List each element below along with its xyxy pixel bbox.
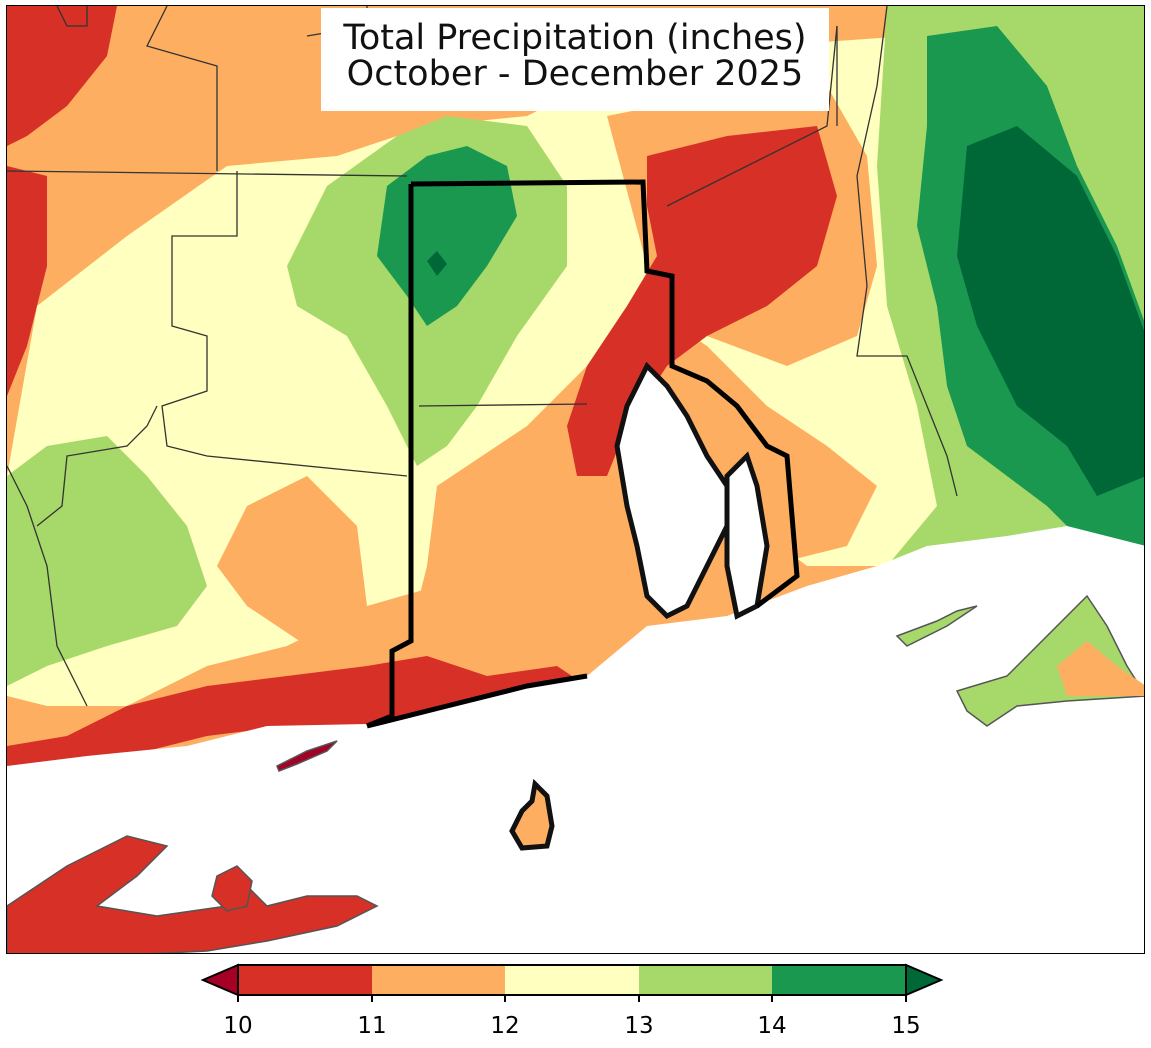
colorbar-bin-10-11: [238, 965, 372, 995]
colorbar-bin-14-15: [772, 965, 906, 995]
colorbar-tick-label: 15: [891, 1013, 921, 1039]
marthas-vineyard-east: [1057, 641, 1144, 696]
colorbar: [200, 963, 944, 1002]
narragansett-bay: [614, 361, 730, 620]
precip-zone-10-11-northwest: [7, 6, 117, 146]
map-title: Total Precipitation (inches) October - D…: [321, 8, 829, 111]
colorbar-arrow-low: [200, 963, 239, 997]
long-island-fork: [7, 835, 379, 953]
colorbar-tick-label: 14: [757, 1013, 787, 1039]
precip-zone-above-15-east: [957, 126, 1144, 496]
precip-zone-11-12-center: [217, 476, 367, 646]
title-line-2: October - December 2025: [346, 54, 804, 94]
county-lines: [7, 6, 958, 707]
colorbar-tick-label: 13: [624, 1013, 654, 1039]
precip-zone-10-11-south-coast: [7, 656, 587, 776]
block-island: [509, 778, 555, 851]
fishers-island: [276, 740, 338, 772]
map-canvas: [7, 6, 1144, 953]
precipitation-map: [6, 5, 1145, 954]
colorbar-tick-label: 11: [357, 1013, 387, 1039]
ocean-water: [7, 526, 1144, 953]
ct-ma-state-line: [7, 25, 838, 407]
colorbar-outline: [237, 964, 907, 996]
colorbar-bin-11-12: [372, 965, 505, 995]
precip-zone-above-15-ct-dot: [427, 251, 447, 276]
colorbar-bin-12-13: [505, 965, 639, 995]
shelter-island: [211, 865, 253, 912]
colorbar-tick-label: 12: [490, 1013, 520, 1039]
elizabeth-islands: [895, 605, 978, 647]
ri-border: [366, 179, 800, 729]
colorbar-tick-label: 10: [223, 1013, 253, 1039]
colorbar-bin-13-14: [639, 965, 772, 995]
precip-zone-13-14-west: [7, 436, 207, 686]
title-line-1: Total Precipitation (inches): [343, 18, 807, 58]
precip-zone-10-11-west: [7, 166, 47, 396]
bay-east-passage: [724, 451, 770, 620]
colorbar-arrow-high: [905, 963, 944, 997]
